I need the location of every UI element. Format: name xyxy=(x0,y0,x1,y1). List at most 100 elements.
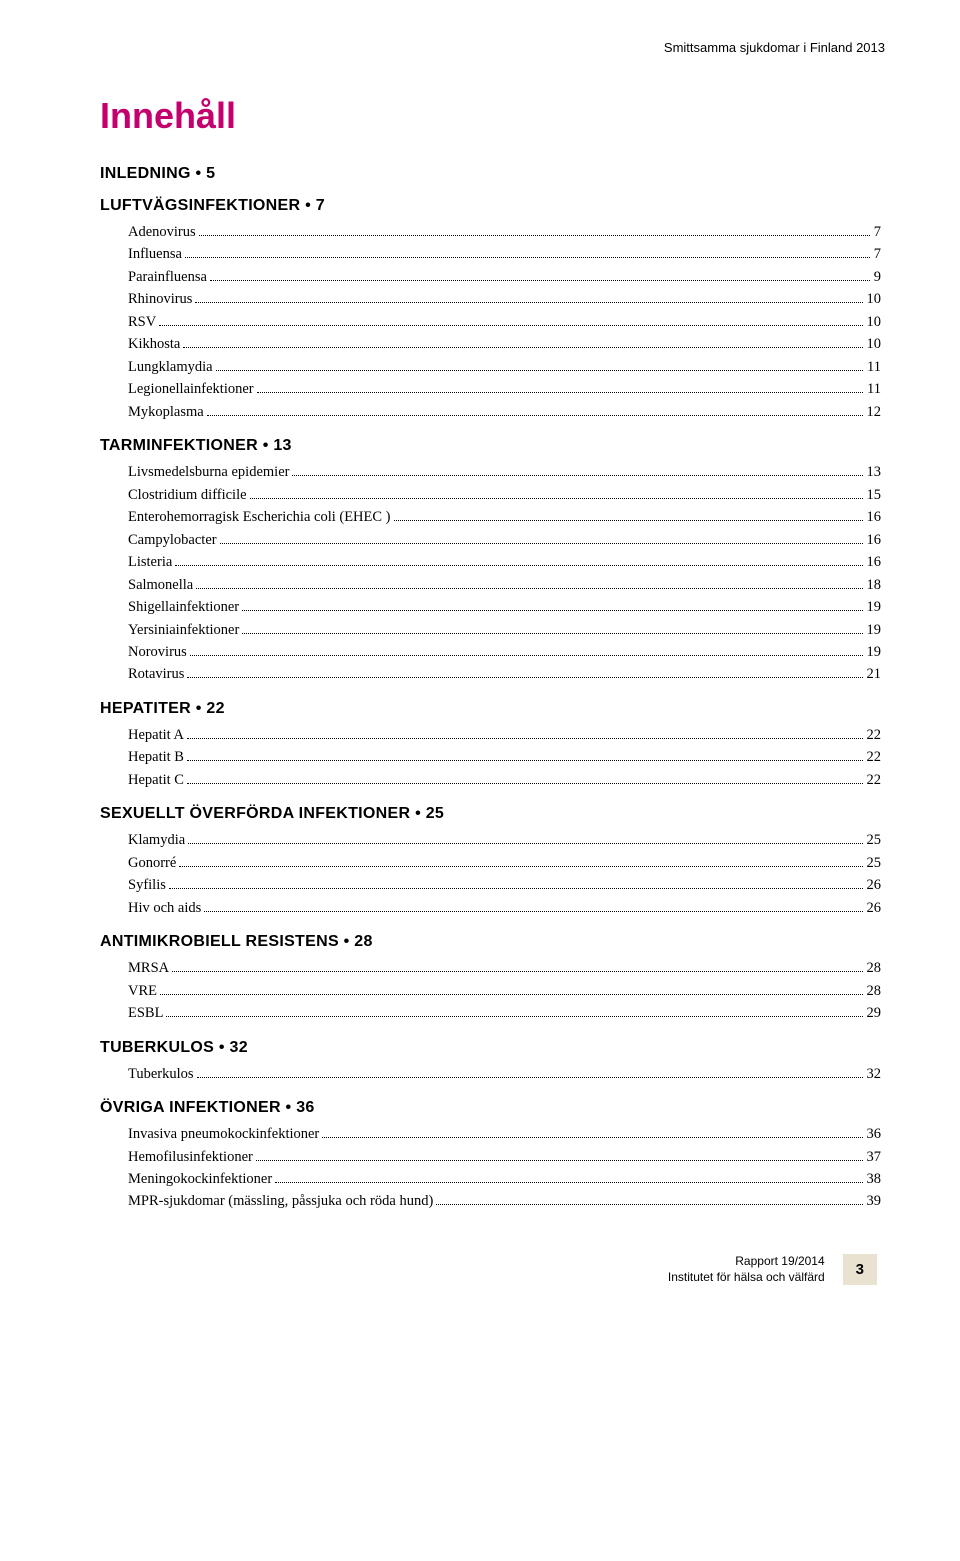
toc-section: Hepatiter • 22Hepatit A22Hepatit B22Hepa… xyxy=(100,700,885,791)
toc-leader-dots xyxy=(257,392,863,393)
footer-text: Rapport 19/2014 Institutet för hälsa och… xyxy=(668,1253,825,1285)
section-heading: Tuberkulos • 32 xyxy=(100,1039,885,1057)
toc-entry: ESBL29 xyxy=(128,1002,881,1024)
page-container: Smittsamma sjukdomar i Finland 2013 Inne… xyxy=(0,0,960,1315)
toc-entry-label: ESBL xyxy=(128,1002,163,1024)
toc-entry-page: 12 xyxy=(867,401,882,423)
toc-entry-page: 9 xyxy=(874,266,881,288)
toc-entry-page: 28 xyxy=(867,957,882,979)
toc-entry-page: 11 xyxy=(867,356,881,378)
running-header: Smittsamma sjukdomar i Finland 2013 xyxy=(100,40,885,55)
toc-entry-label: Mykoplasma xyxy=(128,401,204,423)
section-heading: Luftvägsinfektioner • 7 xyxy=(100,197,885,215)
section-heading: Inledning • 5 xyxy=(100,165,885,183)
toc-entry: Hepatit C 22 xyxy=(128,769,881,791)
toc-leader-dots xyxy=(183,347,862,348)
toc-entry-page: 22 xyxy=(867,724,882,746)
toc-leader-dots xyxy=(210,280,870,281)
toc-entry-page: 13 xyxy=(867,461,882,483)
toc-entry-label: Enterohemorragisk Escherichia coli (EHEC… xyxy=(128,506,391,528)
toc-entry-page: 10 xyxy=(867,311,882,333)
footer-page-number: 3 xyxy=(843,1254,877,1285)
toc-entry-page: 26 xyxy=(867,874,882,896)
toc-entry-label: Parainfluensa xyxy=(128,266,207,288)
toc-entry: Adenovirus7 xyxy=(128,221,881,243)
toc-leader-dots xyxy=(250,498,863,499)
footer-line-2: Institutet för hälsa och välfärd xyxy=(668,1269,825,1285)
section-heading: Sexuellt överförda infektioner • 25 xyxy=(100,805,885,823)
toc-sections: Inledning • 5 Luftvägsinfektioner • 7 Aden… xyxy=(100,165,885,1213)
toc-leader-dots xyxy=(172,971,862,972)
toc-entry-label: VRE xyxy=(128,980,157,1002)
toc-entry-label: Invasiva pneumokockinfektioner xyxy=(128,1123,319,1145)
toc-section: Inledning • 5 xyxy=(100,165,885,183)
toc-leader-dots xyxy=(190,655,863,656)
toc-entry: Clostridium difficile15 xyxy=(128,484,881,506)
toc-entry-page: 28 xyxy=(867,980,882,1002)
toc-entry: Parainfluensa 9 xyxy=(128,266,881,288)
toc-leader-dots xyxy=(188,843,862,844)
toc-leader-dots xyxy=(166,1016,862,1017)
toc-entry: Tuberkulos 32 xyxy=(128,1063,881,1085)
toc-entry: Hepatit B22 xyxy=(128,746,881,768)
toc-entry: Gonorré25 xyxy=(128,852,881,874)
toc-entry-label: Meningokockinfektioner xyxy=(128,1168,272,1190)
toc-entry-label: Listeria xyxy=(128,551,172,573)
toc-entry: Legionellainfektioner11 xyxy=(128,378,881,400)
toc-entry-page: 16 xyxy=(867,551,882,573)
toc-entry-page: 26 xyxy=(867,897,882,919)
toc-section: Luftvägsinfektioner • 7 Adenovirus7Influe… xyxy=(100,197,885,423)
toc-leader-dots xyxy=(187,783,863,784)
toc-entry-page: 19 xyxy=(867,619,882,641)
toc-leader-dots xyxy=(436,1204,862,1205)
toc-section: Sexuellt överförda infektioner • 25Klamy… xyxy=(100,805,885,919)
footer-line-1: Rapport 19/2014 xyxy=(668,1253,825,1269)
toc-leader-dots xyxy=(242,633,862,634)
toc-entry-label: Influensa xyxy=(128,243,182,265)
toc-entry: Invasiva pneumokockinfektioner 36 xyxy=(128,1123,881,1145)
toc-leader-dots xyxy=(196,588,862,589)
toc-entry-label: Rhinovirus xyxy=(128,288,192,310)
toc-entry-label: Hemofilusinfektioner xyxy=(128,1146,253,1168)
toc-entry: Listeria 16 xyxy=(128,551,881,573)
toc-entry: Mykoplasma 12 xyxy=(128,401,881,423)
toc-entry-page: 22 xyxy=(867,769,882,791)
toc-entry-page: 10 xyxy=(867,288,882,310)
toc-entry-page: 19 xyxy=(867,641,882,663)
toc-entry-label: Campylobacter xyxy=(128,529,217,551)
toc-leader-dots xyxy=(159,325,862,326)
toc-entry-label: Tuberkulos xyxy=(128,1063,194,1085)
toc-entry-page: 39 xyxy=(867,1190,882,1212)
toc-entry-page: 32 xyxy=(867,1063,882,1085)
toc-leader-dots xyxy=(195,302,862,303)
toc-entry: Campylobacter16 xyxy=(128,529,881,551)
toc-entry: Syfilis 26 xyxy=(128,874,881,896)
toc-entry-label: Lungklamydia xyxy=(128,356,213,378)
toc-entry-label: Kikhosta xyxy=(128,333,180,355)
toc-leader-dots xyxy=(275,1182,862,1183)
toc-entry: Enterohemorragisk Escherichia coli (EHEC… xyxy=(128,506,881,528)
toc-entry-page: 36 xyxy=(867,1123,882,1145)
toc-entry: Shigellainfektioner19 xyxy=(128,596,881,618)
toc-entry-page: 38 xyxy=(867,1168,882,1190)
toc-entry: Rotavirus21 xyxy=(128,663,881,685)
toc-entry: RSV10 xyxy=(128,311,881,333)
toc-entry-label: Legionellainfektioner xyxy=(128,378,254,400)
toc-entry: Influensa7 xyxy=(128,243,881,265)
toc-entry-label: Hepatit C xyxy=(128,769,184,791)
toc-leader-dots xyxy=(185,257,870,258)
toc-entry-label: Livsmedelsburna epidemier xyxy=(128,461,289,483)
toc-entry-page: 37 xyxy=(867,1146,882,1168)
toc-leader-dots xyxy=(292,475,862,476)
toc-entry: Salmonella18 xyxy=(128,574,881,596)
toc-leader-dots xyxy=(204,911,862,912)
toc-entry-page: 7 xyxy=(874,221,881,243)
toc-entry-page: 25 xyxy=(867,829,882,851)
toc-entry-label: Syfilis xyxy=(128,874,166,896)
toc-entry: Norovirus19 xyxy=(128,641,881,663)
page-title: Innehåll xyxy=(100,95,885,137)
toc-entry-page: 22 xyxy=(867,746,882,768)
section-heading: Antimikrobiell resistens • 28 xyxy=(100,933,885,951)
section-heading: Tarminfektioner • 13 xyxy=(100,437,885,455)
toc-leader-dots xyxy=(220,543,863,544)
